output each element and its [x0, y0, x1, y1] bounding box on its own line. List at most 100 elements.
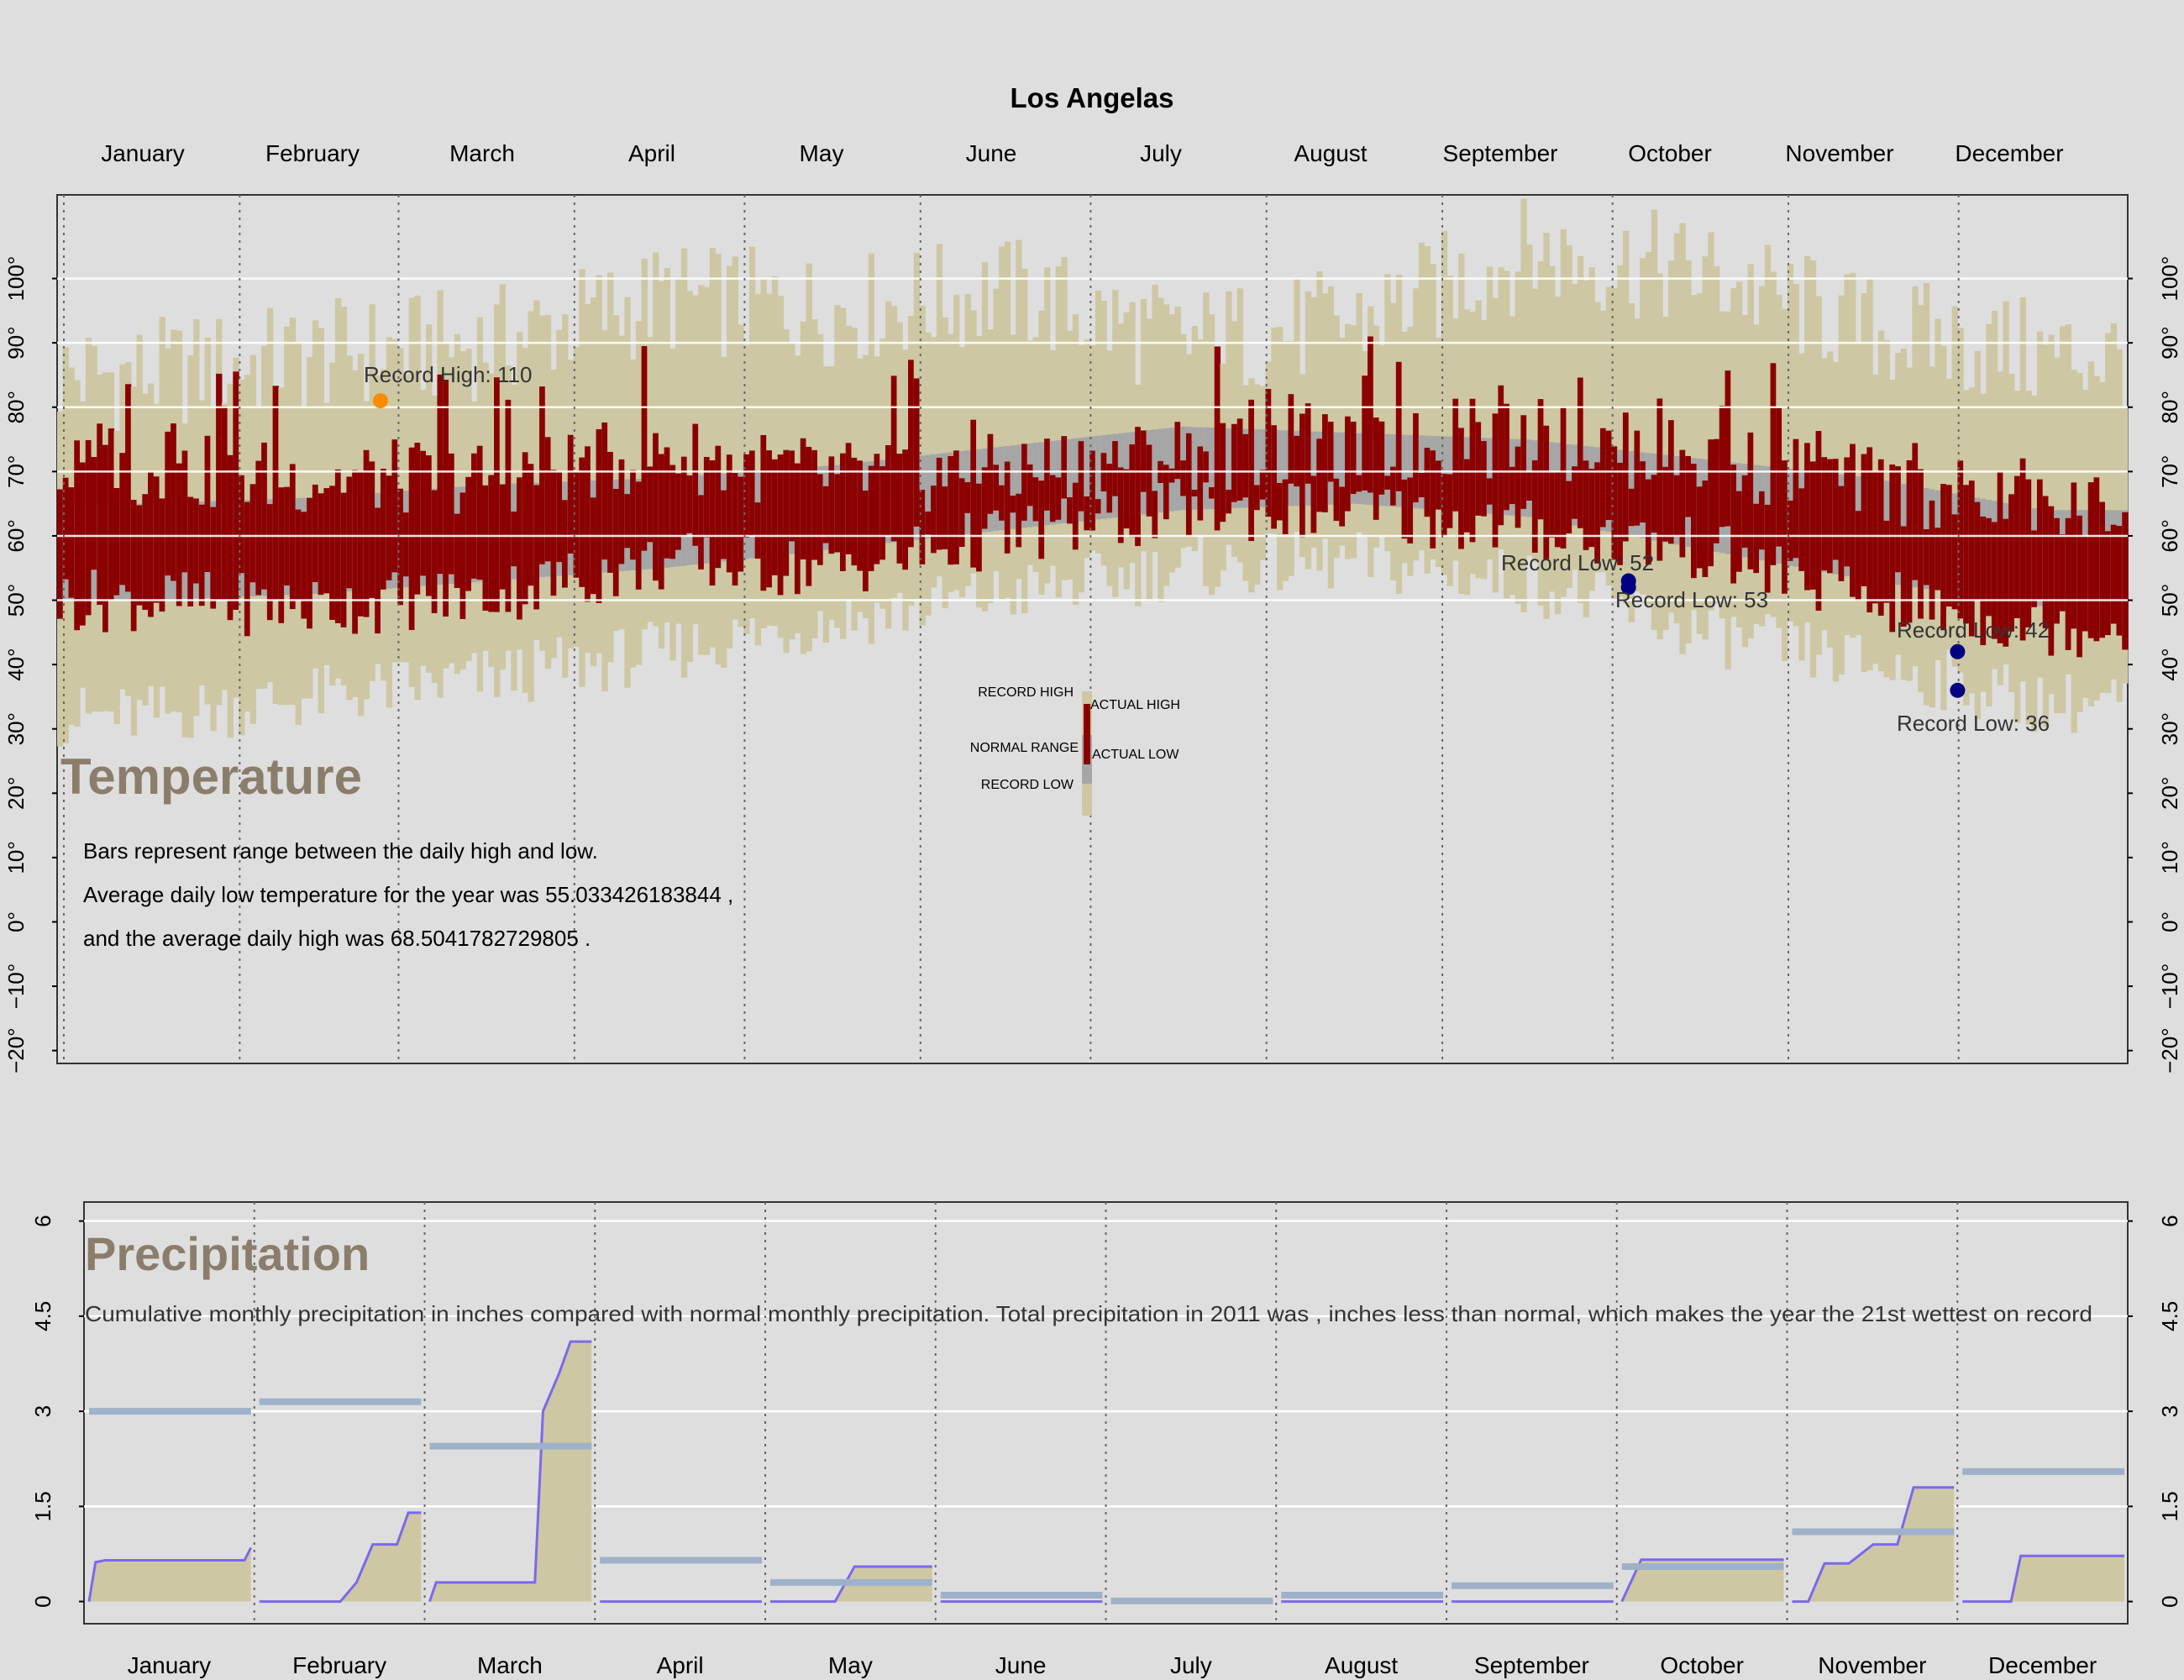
actual-range-bar — [488, 475, 495, 612]
actual-range-bar — [822, 486, 830, 543]
actual-range-bar — [1572, 466, 1578, 519]
record-range-bar — [1617, 265, 1624, 597]
record-range-bar — [1520, 198, 1527, 612]
actual-range-bar — [1152, 491, 1158, 538]
actual-range-bar — [931, 486, 937, 554]
actual-range-bar — [165, 431, 171, 576]
actual-range-bar — [1021, 444, 1028, 521]
y-tick-label-right: 50° — [2157, 584, 2182, 617]
record-range-bar — [1418, 242, 1425, 551]
actual-range-bar — [352, 470, 359, 634]
record-range-bar — [1844, 274, 1851, 636]
actual-range-bar — [2025, 479, 2032, 627]
actual-range-bar — [1696, 486, 1704, 569]
record-range-bar — [675, 278, 682, 624]
actual-range-bar — [1004, 461, 1011, 554]
legend-actual-low: ACTUAL LOW — [1092, 748, 1179, 762]
record-range-bar — [1991, 310, 1998, 669]
record-low-marker — [1950, 643, 1966, 659]
actual-range-bar — [340, 492, 348, 627]
actual-range-bar — [1753, 503, 1760, 574]
actual-range-bar — [278, 487, 285, 623]
record-range-bar — [1044, 267, 1051, 584]
actual-range-bar — [210, 507, 217, 609]
actual-range-bar — [1106, 464, 1113, 513]
actual-range-bar — [1605, 430, 1613, 520]
normal-range-bar — [1356, 433, 1362, 505]
actual-range-bar — [255, 460, 262, 596]
actual-range-bar — [1815, 431, 1822, 612]
record-range-bar — [868, 253, 875, 644]
actual-range-bar — [839, 453, 847, 571]
y-tick-label-right: −20° — [2157, 1027, 2182, 1074]
actual-range-bar — [1248, 399, 1255, 542]
temperature-note-3: and the average daily high was 68.504178… — [83, 926, 591, 951]
actual-range-bar — [862, 491, 869, 591]
actual-range-bar — [1032, 477, 1039, 522]
actual-range-bar — [1798, 488, 1805, 571]
actual-range-bar — [386, 475, 393, 580]
record-range-bar — [2003, 301, 2009, 664]
record-range-bar — [1804, 255, 1811, 623]
actual-range-bar — [658, 454, 665, 590]
precip-line — [1962, 1554, 2124, 1604]
actual-range-bar — [113, 487, 120, 596]
actual-range-bar — [1203, 451, 1210, 483]
actual-range-bar — [816, 474, 824, 565]
record-range-bar — [1651, 209, 1658, 630]
record-range-bar — [1759, 286, 1766, 627]
precip-y-tick-label-right: 6 — [2157, 1215, 2182, 1226]
actual-range-bar — [1866, 447, 1873, 613]
actual-range-bar — [1191, 490, 1199, 496]
normal-range-bar — [1191, 427, 1199, 510]
actual-range-bar — [1634, 430, 1641, 526]
actual-range-bar — [119, 453, 126, 585]
normal-range-bar — [1333, 432, 1340, 505]
temperature-heading: Temperature — [60, 748, 362, 805]
actual-range-bar — [1708, 439, 1714, 567]
actual-range-bar — [624, 494, 631, 549]
actual-range-bar — [1793, 438, 1799, 559]
actual-range-bar — [1554, 471, 1562, 548]
annotation-record-low-36: Record Low: 36 — [1897, 711, 2050, 736]
record-range-bar — [1152, 284, 1158, 553]
actual-range-bar — [431, 490, 438, 613]
actual-range-bar — [1929, 500, 1935, 620]
actual-range-bar — [1526, 472, 1533, 501]
actual-range-bar — [1362, 375, 1368, 491]
month-label-top: December — [1955, 140, 2063, 166]
record-range-bar — [1690, 295, 1698, 610]
actual-range-bar — [715, 445, 722, 569]
actual-range-bar — [402, 512, 410, 577]
actual-range-bar — [272, 386, 279, 601]
actual-range-bar — [1481, 441, 1488, 517]
y-tick-label-right: 70° — [2157, 455, 2182, 488]
record-range-bar — [1702, 256, 1709, 640]
y-tick-label-left: 100° — [3, 256, 29, 302]
actual-range-bar — [1185, 433, 1193, 537]
actual-range-bar — [556, 471, 563, 563]
actual-range-bar — [2071, 482, 2077, 629]
actual-range-bar — [1327, 421, 1335, 482]
record-range-bar — [1594, 302, 1601, 573]
actual-range-bar — [1832, 459, 1840, 560]
actual-range-bar — [1010, 496, 1016, 513]
actual-range-bar — [1617, 462, 1624, 565]
actual-range-bar — [1673, 475, 1681, 538]
actual-range-bar — [1838, 486, 1845, 581]
actual-range-bar — [675, 473, 682, 550]
actual-range-bar — [1208, 487, 1215, 499]
actual-range-bar — [653, 433, 659, 581]
y-tick-label-left: 40° — [3, 648, 29, 680]
actual-range-bar — [1197, 446, 1204, 521]
actual-range-bar — [1515, 446, 1521, 528]
legend-normal-range: NORMAL RANGE — [970, 741, 1079, 755]
month-label-bottom: May — [828, 1652, 873, 1678]
actual-range-bar — [590, 497, 597, 595]
month-label-top: August — [1294, 140, 1367, 166]
actual-range-bar — [454, 513, 461, 588]
actual-range-bar — [142, 494, 149, 610]
actual-range-bar — [948, 455, 954, 565]
actual-range-bar — [1520, 415, 1527, 509]
actual-range-bar — [1475, 422, 1482, 516]
